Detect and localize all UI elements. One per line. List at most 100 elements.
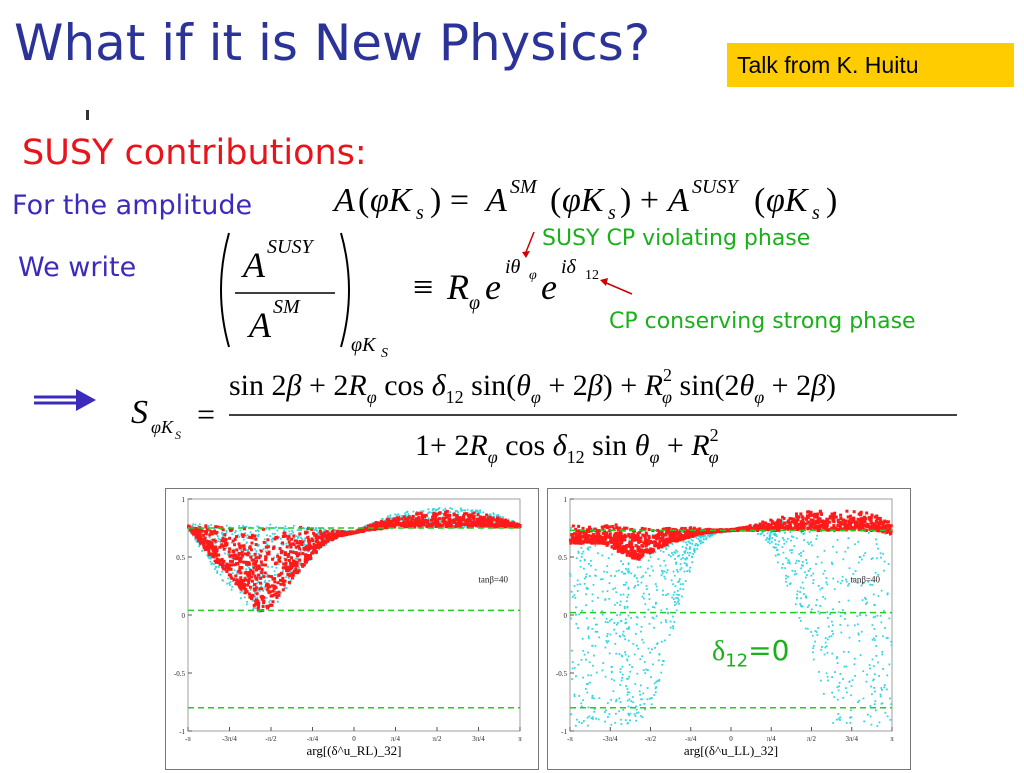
scatter-point [479,509,481,511]
scatter-point [831,630,833,632]
scatter-point [254,556,257,559]
scatter-point [229,584,231,586]
scatter-point [644,661,646,663]
scatter-point [228,573,231,576]
scatter-point [654,607,656,609]
scatter-point [404,512,406,514]
scatter-point [257,603,260,606]
scatter-point [671,597,673,599]
scatter-point [632,696,634,698]
scatter-point [614,587,616,589]
scatter-point [638,539,641,542]
scatter-point [586,573,588,575]
scatter-point [274,533,276,535]
scatter-point [838,689,840,691]
scatter-point [859,614,861,616]
scatter-point [261,563,264,566]
scatter-point [809,531,811,533]
scatter-point [464,510,466,512]
scatter-point [658,679,660,681]
scatter-point [248,578,251,581]
scatter-point [271,584,274,587]
scatter-point [242,547,245,550]
scatter-point [265,583,268,586]
scatter-point [648,593,650,595]
scatter-point [216,570,218,572]
scatter-point [788,561,790,563]
scatter-point [646,585,648,587]
x-axis-label: arg[(δ^u_RL)_32] [306,743,401,758]
scatter-point [308,542,311,545]
scatter-point [682,546,684,548]
scatter-point [663,560,665,562]
scatter-point [253,600,255,602]
scatter-point [601,670,603,672]
scatter-point [438,523,441,526]
scatter-point [404,524,407,527]
scatter-point [796,560,798,562]
scatter-point [662,572,664,574]
scatter-point [392,517,395,520]
scatter-point [438,517,441,520]
scatter-point [580,702,582,704]
scatter-point [831,563,833,565]
scatter-point [465,512,468,515]
scatter-point [493,514,495,516]
scatter-point [625,527,628,530]
scatter-point [628,640,630,642]
scatter-point [250,531,252,533]
scatter-point [306,531,309,534]
scatter-point [623,631,625,633]
scatter-point [638,712,640,714]
scatter-point [290,538,293,541]
scatter-point [694,551,696,553]
scatter-point [296,558,298,560]
scatter-point [769,536,771,538]
scatter-point [284,535,287,538]
scatter-point [279,583,282,586]
scatter-point [583,533,586,536]
scatter-point [799,591,801,593]
scatter-point [874,691,876,693]
scatter-point [575,623,577,625]
scatter-point [505,521,508,524]
scatter-point [273,580,276,583]
scatter-point [624,607,626,609]
scatter-point [827,639,829,641]
scatter-point [603,536,606,539]
scatter-point [666,572,668,574]
scatter-point [647,609,649,611]
scatter-point [644,708,646,710]
scatter-point [281,561,283,563]
scatter-point [763,534,765,536]
scatter-point [646,588,648,590]
scatter-point [665,565,667,567]
scatter-point [686,557,688,559]
scatter-point [637,648,639,650]
scatter-point [570,713,572,715]
x-tick-label: -π [185,735,191,743]
scatter-point [616,570,618,572]
scatter-point [595,645,597,647]
scatter-point [615,700,617,702]
scatter-point [653,627,655,629]
scatter-point [620,671,622,673]
scatter-point [285,576,287,578]
scatter-point [815,538,817,540]
scatter-point [843,651,845,653]
scatter-point [643,703,645,705]
x-tick-label: -π/2 [265,735,277,743]
scatter-point [571,591,573,593]
scatter-point [803,539,805,541]
scatter-point [643,598,645,600]
scatter-point [606,571,608,573]
scatter-point [689,542,691,544]
scatter-point [786,585,788,587]
scatter-point [656,586,658,588]
scatter-point [376,524,379,527]
scatter-point [228,537,231,540]
scatter-point [644,672,646,674]
scatter-point [244,588,247,591]
scatter-point [265,546,268,549]
scatter-point [430,519,433,522]
